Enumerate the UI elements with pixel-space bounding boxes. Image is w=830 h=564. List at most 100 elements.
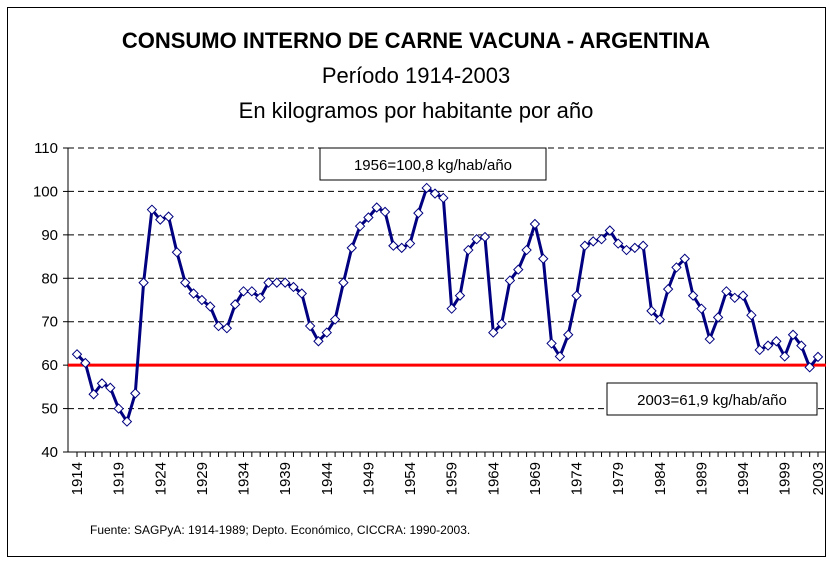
- marker: [205, 301, 216, 312]
- marker: [721, 286, 732, 297]
- marker: [587, 236, 599, 247]
- x-tick-label: 1979: [610, 462, 627, 495]
- marker: [421, 182, 432, 194]
- marker: [171, 247, 183, 258]
- marker: [787, 329, 799, 340]
- annotation: 1956=100,8 kg/hab/año: [354, 157, 512, 174]
- chart-subtitle: Período 1914-2003: [322, 63, 510, 88]
- marker: [263, 277, 274, 288]
- marker: [679, 253, 690, 264]
- annotation: 2003=61,9 kg/hab/año: [637, 392, 787, 409]
- marker: [254, 292, 266, 304]
- marker: [188, 288, 199, 299]
- marker: [371, 202, 382, 213]
- marker: [288, 281, 299, 293]
- chart-title: CONSUMO INTERNO DE CARNE VACUNA - ARGENT…: [122, 28, 710, 53]
- marker: [96, 378, 108, 389]
- marker: [488, 327, 499, 338]
- marker: [754, 344, 765, 356]
- marker: [346, 242, 357, 254]
- marker: [554, 351, 566, 362]
- marker: [704, 333, 715, 345]
- marker: [438, 192, 449, 204]
- marker: [180, 277, 191, 288]
- marker: [396, 242, 407, 254]
- y-tick-label: 70: [41, 314, 58, 331]
- marker: [662, 283, 674, 295]
- marker: [313, 336, 324, 347]
- source-note: Fuente: SAGPyA: 1914-1989; Depto. Económ…: [90, 523, 470, 537]
- x-tick-label: 1994: [735, 462, 752, 495]
- x-tick-label: 1939: [277, 462, 294, 495]
- x-tick-label: 1969: [527, 462, 544, 495]
- marker: [304, 320, 316, 332]
- marker: [321, 327, 332, 338]
- marker: [496, 318, 507, 330]
- y-tick-label: 110: [34, 140, 58, 157]
- marker: [163, 211, 174, 222]
- marker: [612, 238, 624, 249]
- marker: [596, 233, 607, 245]
- marker: [479, 231, 491, 243]
- marker: [529, 218, 541, 230]
- marker: [221, 323, 233, 334]
- x-tick-label: 1984: [652, 462, 669, 495]
- y-tick-label: 40: [41, 444, 58, 461]
- marker: [513, 264, 524, 275]
- y-tick-label: 80: [41, 270, 58, 287]
- x-tick-label: 2003: [810, 462, 827, 495]
- marker: [354, 220, 366, 232]
- marker: [329, 314, 341, 325]
- marker: [571, 290, 582, 301]
- marker: [746, 309, 757, 321]
- marker: [413, 207, 424, 219]
- y-tick-label: 100: [33, 183, 58, 200]
- marker: [804, 362, 815, 373]
- marker: [646, 305, 657, 317]
- marker: [363, 212, 374, 223]
- x-tick-label: 1964: [485, 462, 502, 495]
- marker: [546, 338, 557, 349]
- marker: [404, 238, 416, 249]
- marker: [779, 351, 790, 362]
- marker: [388, 240, 399, 251]
- marker: [246, 286, 258, 297]
- y-tick-label: 60: [41, 357, 58, 374]
- marker: [712, 312, 724, 323]
- marker: [113, 403, 124, 414]
- marker: [621, 244, 632, 256]
- marker: [80, 357, 91, 369]
- marker: [463, 244, 474, 256]
- y-tick-label: 90: [41, 227, 58, 244]
- marker: [138, 277, 149, 288]
- marker: [155, 214, 166, 225]
- marker: [796, 340, 807, 351]
- marker: [737, 290, 749, 301]
- marker: [504, 275, 516, 286]
- marker: [454, 290, 466, 301]
- marker: [696, 303, 707, 314]
- x-tick-label: 1989: [693, 462, 710, 495]
- x-tick-label: 1949: [360, 462, 377, 495]
- marker: [654, 314, 666, 325]
- marker: [338, 277, 349, 288]
- marker: [579, 240, 591, 251]
- marker: [629, 242, 641, 254]
- marker: [88, 389, 99, 400]
- marker: [196, 294, 208, 306]
- x-tick-label: 1974: [569, 462, 586, 495]
- annotation-box: [319, 147, 547, 181]
- marker: [429, 188, 441, 199]
- x-tick-label: 1929: [194, 462, 211, 495]
- x-tick-label: 1924: [152, 462, 169, 495]
- chart-subtitle: En kilogramos por habitante por año: [239, 98, 594, 123]
- marker: [812, 351, 824, 363]
- x-tick-label: 1954: [402, 462, 419, 495]
- marker: [446, 303, 457, 314]
- x-tick-label: 1919: [111, 462, 128, 495]
- marker: [105, 382, 116, 393]
- marker: [762, 340, 774, 351]
- annotation-box: [606, 382, 818, 416]
- marker: [637, 240, 649, 251]
